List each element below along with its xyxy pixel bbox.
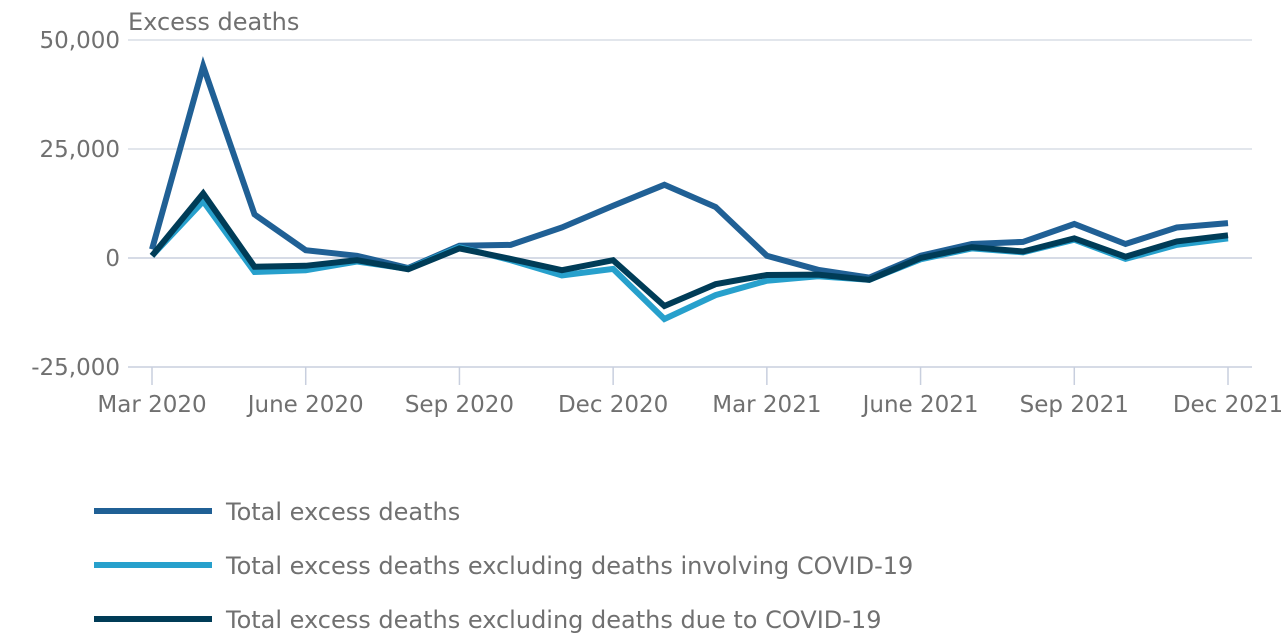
legend-label-3: Total excess deaths excluding deaths due… — [225, 606, 881, 634]
legend-label-1: Total excess deaths — [225, 498, 460, 526]
y-tick-label: 0 — [105, 246, 120, 272]
series-line-2 — [149, 196, 1229, 323]
series-line-1 — [149, 56, 1229, 281]
legend-label-2: Total excess deaths excluding deaths inv… — [225, 552, 913, 580]
x-tick-label: June 2021 — [861, 392, 979, 418]
y-tick-label: 50,000 — [40, 28, 120, 54]
y-tick-label: 25,000 — [40, 137, 120, 163]
x-tick-label: Dec 2020 — [558, 392, 668, 418]
x-tick-label: Sep 2020 — [405, 392, 514, 418]
x-tick-label: Mar 2021 — [712, 392, 821, 418]
x-tick-label: Dec 2021 — [1173, 392, 1283, 418]
data-series — [149, 56, 1229, 323]
x-axis: Mar 2020 June 2020 Sep 2020 Dec 2020 Mar 202… — [97, 366, 1283, 418]
series-line-3 — [149, 188, 1229, 310]
y-tick-labels: 50,000 25,000 0 -25,000 — [31, 28, 120, 381]
x-tick-label: Mar 2020 — [97, 392, 206, 418]
x-tick-label: Sep 2021 — [1020, 392, 1129, 418]
gridlines — [128, 39, 1252, 259]
x-tick-label: June 2020 — [246, 392, 364, 418]
y-tick-label: -25,000 — [31, 355, 120, 381]
y-axis-label: Excess deaths — [128, 8, 299, 36]
legend: Total excess deaths Total excess deaths e… — [94, 498, 913, 634]
